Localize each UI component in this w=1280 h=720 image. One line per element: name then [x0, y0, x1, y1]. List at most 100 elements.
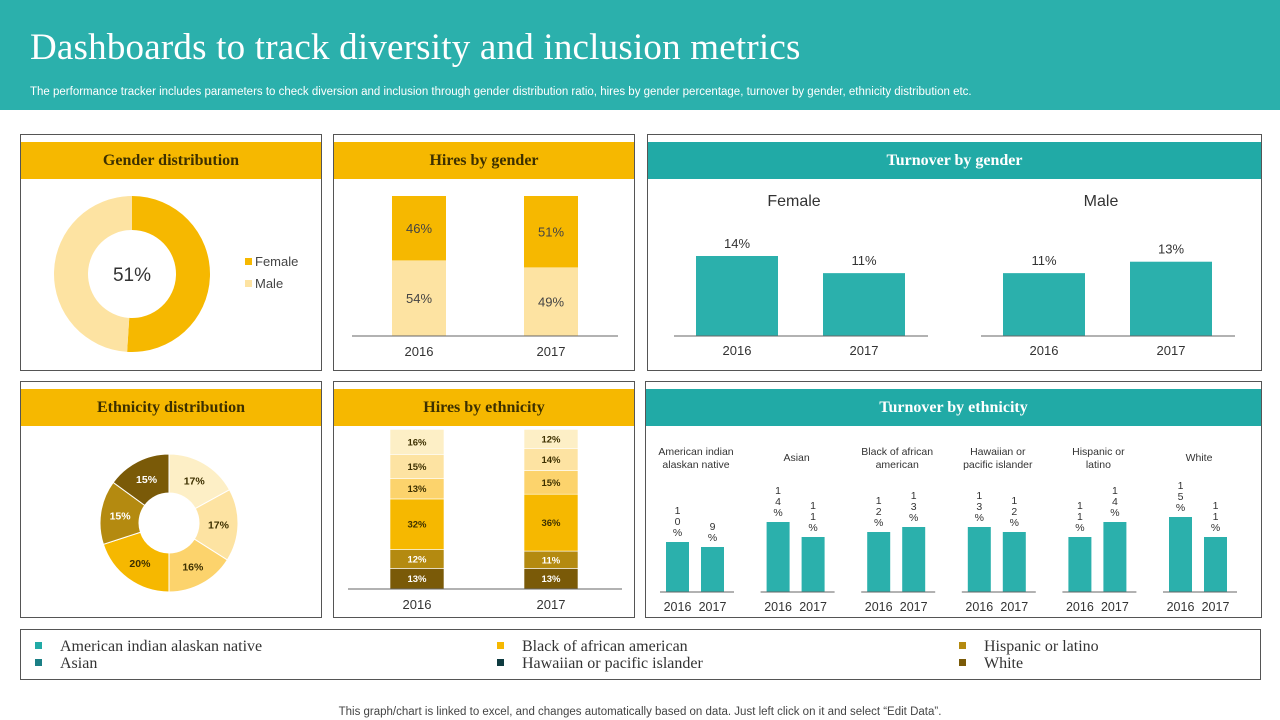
- bar-label-char: 1: [810, 500, 816, 512]
- donut-center-label: 51%: [113, 265, 151, 286]
- bar-label-char: %: [708, 532, 717, 544]
- legend-swatch-male: [245, 280, 252, 287]
- group-title-male: Male: [1084, 193, 1119, 210]
- ethnicity-distribution-chart[interactable]: 17% 17% 16% 20% 15% 15%: [21, 382, 322, 618]
- bar-label-char: 1: [1011, 495, 1017, 507]
- x-tick-label: 2016: [1167, 600, 1195, 614]
- bar-group5-2016: [1068, 537, 1092, 592]
- slice-label: 15%: [110, 510, 132, 522]
- bar-group1-2017: [701, 547, 724, 592]
- bar-label: 11%: [542, 555, 561, 566]
- group-title-line: Hawaiian or: [970, 446, 1026, 458]
- legend-item-hispanic: Hispanic or latino: [959, 638, 1099, 656]
- bar-label-char: 3: [911, 501, 917, 513]
- x-tick-label: 2016: [1066, 600, 1094, 614]
- bar-group5-2017: [1103, 522, 1127, 592]
- legend-label: White: [984, 655, 1024, 672]
- turnover-by-gender-title: Turnover by gender: [648, 142, 1261, 179]
- x-tick-label: 2017: [799, 600, 827, 614]
- bar-female-2016: [392, 196, 446, 261]
- bar-label: 54%: [406, 291, 432, 306]
- bar-group3-2017: [902, 527, 926, 592]
- bar-group1-2016: [666, 542, 689, 592]
- turnover-by-ethnicity-title: Turnover by ethnicity: [646, 389, 1261, 426]
- legend-item-hawaiian: Hawaiian or pacific islander: [497, 655, 703, 673]
- hires-by-ethnicity-chart[interactable]: 13% 12% 32% 13% 15% 16% 2016 13% 11% 36% 15% 14% 12%…: [334, 382, 635, 618]
- bar-label-char: %: [1176, 502, 1185, 514]
- bar-label-char: 1: [876, 495, 882, 507]
- hires-by-ethnicity-panel: Hires by ethnicity 13% 12% 32% 13% 15% 16% 201…: [333, 381, 635, 618]
- bar-group6-2017: [1204, 537, 1227, 592]
- bar-label: 12%: [407, 554, 427, 565]
- slice-label: 20%: [129, 558, 151, 570]
- bar-group2-2016: [766, 522, 790, 592]
- bar-label-char: %: [909, 512, 918, 524]
- bar-label: 13%: [407, 574, 427, 585]
- bar-label: 13%: [1158, 242, 1184, 257]
- bar-group3-2016: [867, 532, 891, 592]
- bar-label-char: %: [773, 507, 782, 519]
- bar-label: 14%: [724, 236, 750, 251]
- slice-label: 15%: [136, 474, 158, 486]
- turnover-by-gender-panel: Turnover by gender Female 14% 2016 11% 2017 M…: [647, 134, 1262, 371]
- x-tick-label: 2017: [699, 600, 727, 614]
- x-tick-label: 2016: [405, 344, 434, 359]
- legend-label: American indian alaskan native: [60, 638, 263, 655]
- bar-male-2017: [1130, 261, 1212, 336]
- group-title-line: Asian: [783, 452, 809, 464]
- x-tick-label: 2016: [965, 600, 993, 614]
- bar-label-char: %: [1075, 522, 1084, 534]
- bar-male-2016: [1003, 273, 1085, 336]
- bar-group2-2017: [801, 537, 825, 592]
- bar-group6-2016: [1169, 517, 1192, 592]
- bar-label-char: 1: [976, 490, 982, 502]
- bar-label-char: %: [1010, 517, 1019, 529]
- slice-label: 17%: [208, 520, 230, 532]
- bar-group4-2017: [1002, 532, 1026, 592]
- bar-label-char: 2: [876, 506, 882, 518]
- group-title-line: alaskan native: [662, 459, 729, 471]
- legend-label: Hawaiian or pacific islander: [522, 655, 703, 672]
- group-title-line: Hispanic or: [1072, 446, 1125, 458]
- bar-label-char: %: [874, 517, 883, 529]
- gender-distribution-panel: Gender distribution 51% Female Male: [20, 134, 322, 371]
- bar-label-char: 9: [710, 521, 716, 533]
- legend-label-female: Female: [255, 254, 298, 269]
- x-tick-label: 2017: [1202, 600, 1230, 614]
- bar-american-indian-alaskan-native-2016: [389, 429, 445, 455]
- legend-label-male: Male: [255, 276, 283, 291]
- legend-item-black: Black of african american: [497, 638, 688, 656]
- bar-label-char: 1: [1213, 500, 1219, 512]
- page-subtitle: The performance tracker includes paramet…: [30, 86, 972, 98]
- bar-label: 13%: [407, 484, 427, 495]
- bar-label-char: 1: [810, 511, 816, 523]
- bar-label: 13%: [541, 574, 561, 585]
- turnover-by-gender-chart[interactable]: Female 14% 2016 11% 2017 Male 11% 2016 13% 2017: [648, 135, 1262, 371]
- bar-group4-2016: [967, 527, 991, 592]
- bar-label: 51%: [538, 225, 564, 240]
- footer-note: This graph/chart is linked to excel, and…: [338, 706, 942, 718]
- bar-black-of-african-american-2017: [523, 493, 579, 552]
- header-banner: Dashboards to track diversity and inclus…: [0, 0, 1280, 110]
- bar-label: 46%: [406, 221, 432, 236]
- donut-slice-6: [112, 453, 170, 507]
- group-title-line: White: [1186, 452, 1213, 464]
- bar-label: 12%: [541, 434, 561, 445]
- bar-label-char: 1: [1077, 511, 1083, 523]
- bar-label: 16%: [407, 438, 427, 449]
- donut-slice-female: [127, 196, 211, 352]
- gender-distribution-chart[interactable]: 51% Female Male: [21, 135, 322, 371]
- bar-american-indian-alaskan-native-2017: [523, 429, 579, 449]
- bar-label-char: 1: [775, 485, 781, 497]
- bar-label-char: %: [1211, 522, 1220, 534]
- legend-swatch: [497, 658, 504, 666]
- x-tick-label: 2017: [900, 600, 928, 614]
- x-tick-label: 2017: [1101, 600, 1129, 614]
- bar-label: 15%: [541, 478, 561, 489]
- bar-label-char: 4: [775, 496, 781, 508]
- hires-by-gender-chart[interactable]: 54% 46% 2016 49% 51% 2017: [334, 135, 635, 371]
- ethnicity-distribution-panel: Ethnicity distribution 17% 17% 16% 20% 15% 15…: [20, 381, 322, 618]
- hires-by-gender-title: Hires by gender: [334, 142, 634, 179]
- slice-label: 17%: [184, 475, 206, 487]
